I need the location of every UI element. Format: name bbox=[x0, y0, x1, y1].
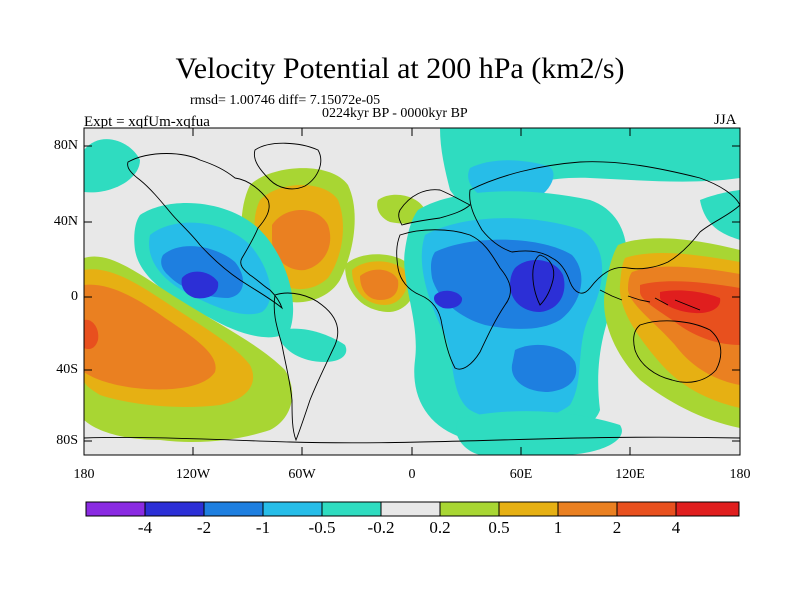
field-region-darkblue-africa bbox=[433, 290, 463, 309]
lat-label-0: 0 bbox=[71, 289, 78, 304]
field-region-teal-se-pac bbox=[280, 328, 347, 362]
field-region-blue-epac bbox=[161, 246, 244, 298]
coastline-india bbox=[532, 254, 555, 306]
experiment-label: Expt = xqfUm-xqfua bbox=[84, 114, 210, 130]
lon-label-180w: 180 bbox=[73, 467, 95, 482]
colorbar-label-2: -2 bbox=[196, 518, 212, 537]
colorbar-box-9 bbox=[557, 501, 618, 517]
coastline-indonesia bbox=[599, 289, 701, 311]
colorbar-box-11 bbox=[675, 501, 740, 517]
colorbar-label-4: -0.5 bbox=[308, 518, 336, 537]
colorbar-box-7 bbox=[439, 501, 500, 517]
colorbar bbox=[85, 501, 740, 517]
lon-label-120w: 120W bbox=[175, 467, 211, 482]
colorbar-label-7: 0.5 bbox=[488, 518, 510, 537]
colorbar-label-8: 1 bbox=[553, 518, 563, 537]
colorbar-label-5: -0.2 bbox=[367, 518, 395, 537]
season-label: JJA bbox=[714, 112, 737, 128]
map-title: Velocity Potential at 200 hPa (km2/s) bbox=[175, 52, 625, 85]
colorbar-box-4 bbox=[262, 501, 323, 517]
longitude-ticks bbox=[83, 128, 741, 455]
coastline-africa bbox=[396, 229, 511, 370]
colorbar-label-3: -1 bbox=[255, 518, 271, 537]
field-region-orange-wafr bbox=[360, 269, 399, 300]
colorbar-box-3 bbox=[203, 501, 264, 517]
lat-label-80s: 80S bbox=[56, 433, 78, 448]
coastline-europe bbox=[398, 189, 471, 226]
coastline-australia bbox=[633, 320, 722, 383]
lon-label-0: 0 bbox=[408, 467, 416, 482]
coastline-antarctica bbox=[84, 436, 740, 444]
lon-label-120e: 120E bbox=[615, 467, 645, 482]
lat-label-80n: 80N bbox=[53, 138, 78, 153]
field-region-orange-spac bbox=[84, 284, 216, 390]
coastline-north-america bbox=[127, 153, 283, 310]
stats-text: rmsd= 1.00746 diff= 7.15072e-05 bbox=[190, 93, 381, 108]
colorbar-label-10: 4 bbox=[671, 518, 681, 537]
lon-label-60e: 60E bbox=[509, 467, 533, 482]
colorbar-label-1: -4 bbox=[137, 518, 153, 537]
lon-label-180e: 180 bbox=[729, 467, 751, 482]
field-region-teal-ne bbox=[700, 190, 740, 240]
coastlines bbox=[84, 142, 740, 444]
field-region-teal-nwpac bbox=[84, 139, 140, 193]
colorbar-label-6: 0.2 bbox=[429, 518, 451, 537]
colorbar-box-8 bbox=[498, 501, 559, 517]
colorbar-box-1 bbox=[85, 501, 146, 517]
field-region-red-wpac bbox=[660, 290, 721, 314]
colorbar-box-2 bbox=[144, 501, 205, 517]
field-region-darkblue-indian bbox=[510, 259, 565, 312]
field-region-darkorange-spac bbox=[84, 319, 99, 350]
lat-label-40n: 40N bbox=[53, 214, 78, 229]
lon-label-60w: 60W bbox=[288, 467, 316, 482]
colorbar-box-10 bbox=[616, 501, 677, 517]
field-region-teal-southern bbox=[456, 411, 622, 455]
field-region-orange-atl bbox=[272, 210, 331, 271]
coastline-greenland bbox=[253, 142, 322, 190]
latitude-ticks bbox=[84, 145, 740, 442]
period-subtitle: 0224kyr BP - 0000kyr BP bbox=[322, 106, 468, 121]
colorbar-box-5 bbox=[321, 501, 382, 517]
coastline-south-america bbox=[273, 292, 339, 442]
coastline-asia bbox=[469, 161, 740, 294]
field-region-blue-south-indian bbox=[511, 344, 577, 392]
colorbar-box-6 bbox=[380, 501, 441, 517]
colorbar-label-9: 2 bbox=[612, 518, 622, 537]
lat-label-40s: 40S bbox=[56, 362, 78, 377]
field-region-darkblue-epac bbox=[181, 271, 219, 299]
map-field bbox=[84, 128, 740, 455]
